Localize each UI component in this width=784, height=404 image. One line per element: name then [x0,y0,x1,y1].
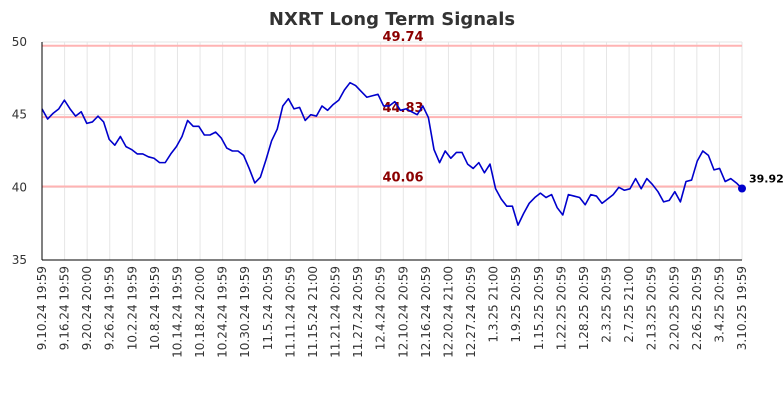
x-tick-label: 2.26.25 20:59 [690,266,704,350]
x-tick-label: 2.13.25 20:59 [645,266,659,350]
last-value-label: 39.92 [749,172,784,185]
x-tick-label: 11.27.24 20:59 [351,266,365,358]
x-tick-label: 1.3.25 21:00 [487,266,501,343]
x-tick-label: 9.20.24 20:00 [80,266,94,350]
x-tick-label: 2.3.25 20:59 [600,266,614,343]
x-tick-label: 10.24.24 19:59 [216,266,230,358]
vertical-grid [41,42,743,260]
x-tick-label: 12.20.24 21:00 [441,266,455,358]
price-line [41,81,743,226]
chart-title: NXRT Long Term Signals [269,9,515,30]
y-tick-label: 35 [12,253,27,267]
x-tick-label: 12.4.24 20:59 [374,266,388,350]
x-tick-label: 11.11.24 20:59 [283,266,297,358]
x-tick-label: 9.26.24 19:59 [103,266,117,350]
y-tick-label: 50 [12,35,27,49]
x-tick-label: 10.2.24 19:59 [125,266,139,350]
axes [41,42,742,261]
x-tick-label: 11.5.24 20:59 [261,266,275,350]
x-tick-label: 10.14.24 19:59 [170,266,184,358]
x-tick-label: 1.9.25 20:59 [509,266,523,343]
x-tick-label: 1.22.25 20:59 [554,266,568,350]
horizontal-grid [42,41,742,261]
x-tick-label: 3.10.25 19:59 [735,266,749,350]
x-tick-labels: 9.10.24 19:59 9.16.24 19:59 9.20.24 20:00 9… [35,266,749,358]
x-tick-label: 9.16.24 19:59 [58,266,72,350]
x-tick-label: 10.30.24 19:59 [238,266,252,358]
x-tick-label: 10.18.24 20:00 [193,266,207,358]
x-tick-label: 11.21.24 20:59 [329,266,343,358]
series-layer [41,81,743,226]
x-tick-label: 11.15.24 21:00 [306,266,320,358]
last-point-marker [738,184,746,193]
x-tick-label: 12.10.24 20:59 [396,266,410,358]
x-tick-label: 9.10.24 19:59 [35,266,49,350]
annotations: 39.92 [738,172,784,193]
y-tick-labels: 35 40 45 50 [12,35,27,267]
level-label: 49.74 [382,30,423,45]
x-tick-label: 10.8.24 19:59 [148,266,162,350]
y-tick-label: 40 [12,180,27,194]
x-tick-label: 2.20.25 20:59 [667,266,681,350]
x-tick-label: 2.7.25 21:00 [622,266,636,343]
x-tick-label: 1.15.25 20:59 [532,266,546,350]
level-label: 40.06 [382,170,423,185]
x-tick-label: 3.4.25 20:59 [712,266,726,343]
x-tick-label: 12.27.24 20:59 [464,266,478,358]
x-tick-label: 12.16.24 20:59 [419,266,433,358]
x-tick-label: 1.28.25 20:59 [577,266,591,350]
y-tick-label: 45 [12,108,27,122]
